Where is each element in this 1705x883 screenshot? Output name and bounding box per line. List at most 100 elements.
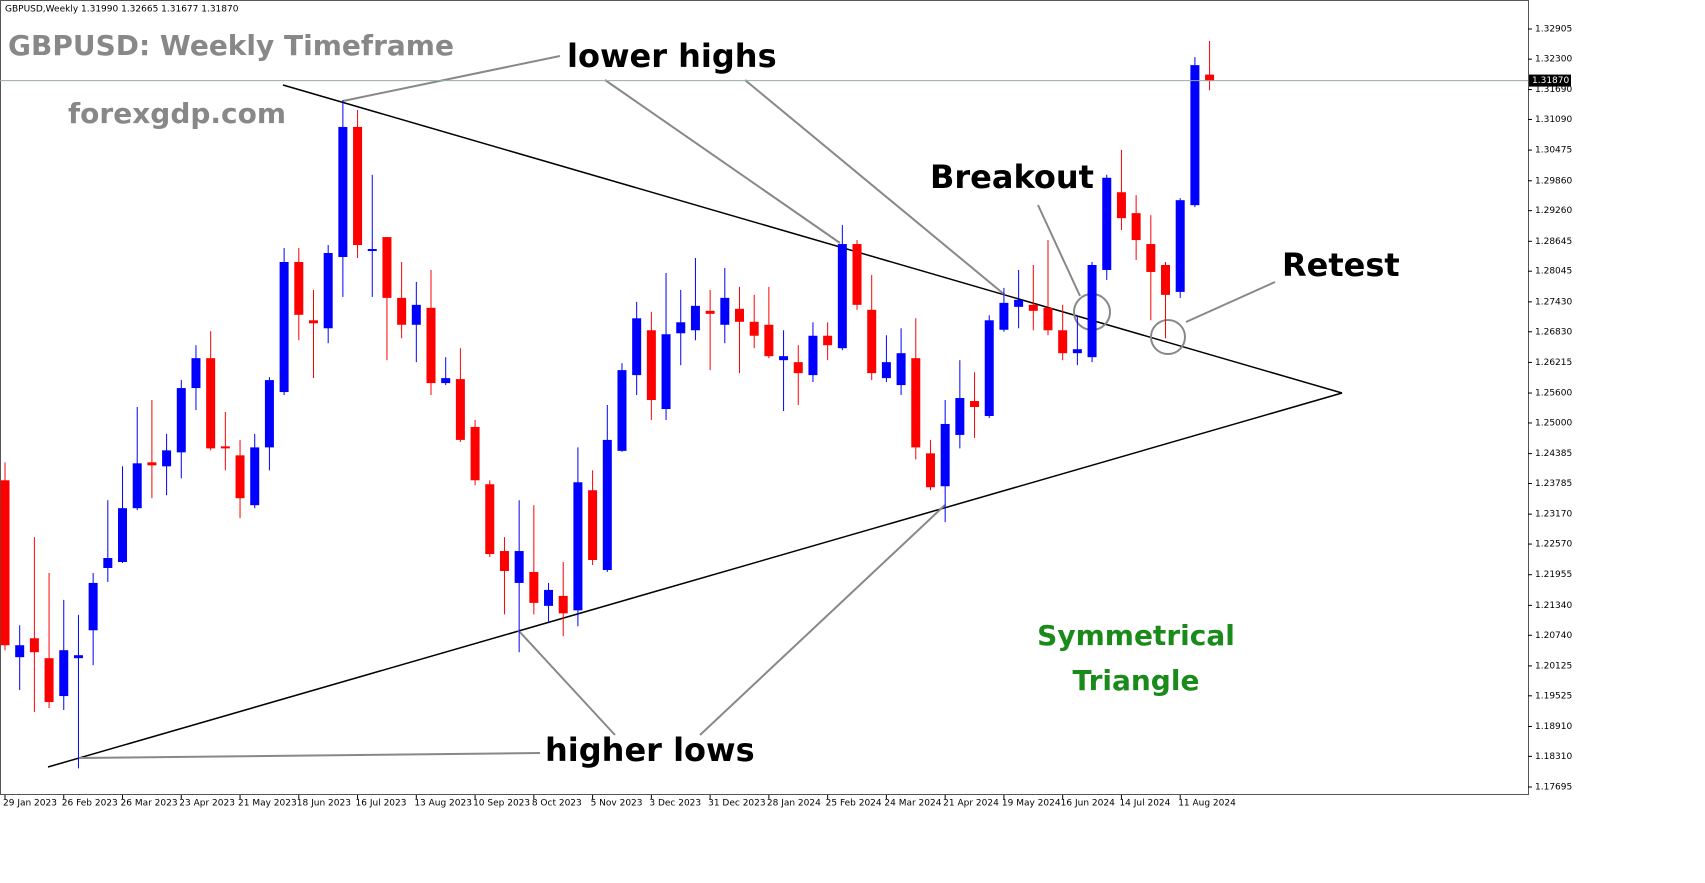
y-tick-label: 1.23170 xyxy=(1535,510,1572,520)
y-tick-label: 1.26215 xyxy=(1535,358,1572,368)
candle-body xyxy=(338,126,348,258)
candle-body xyxy=(837,244,847,349)
candle-body xyxy=(573,482,583,611)
candle-body xyxy=(735,308,744,322)
candle-body xyxy=(44,658,54,703)
y-tick-label: 1.31690 xyxy=(1535,85,1572,95)
candle-body xyxy=(1205,74,1215,81)
candle-body xyxy=(441,378,451,384)
candle-body xyxy=(646,330,656,401)
x-tick-label: 29 Jan 2023 xyxy=(3,799,57,809)
candle-body xyxy=(558,595,568,614)
candle-body xyxy=(411,304,421,325)
candle-body xyxy=(705,310,715,314)
candle-body xyxy=(353,126,363,246)
y-tick-label: 1.25600 xyxy=(1535,389,1572,399)
candle-body xyxy=(602,439,612,570)
candle-body xyxy=(206,358,216,449)
candle-body xyxy=(544,589,554,606)
candle-body xyxy=(1190,65,1200,206)
x-tick-label: 21 May 2023 xyxy=(238,799,297,809)
candle-body xyxy=(999,302,1009,330)
pattern-label: Triangle xyxy=(1073,664,1200,697)
y-tick-label: 1.25000 xyxy=(1535,418,1572,428)
candle-body xyxy=(676,322,686,334)
candle-body xyxy=(690,305,700,331)
candle-body xyxy=(0,480,10,646)
candle-body xyxy=(1131,213,1141,241)
candle-body xyxy=(1058,330,1068,354)
x-tick-label: 25 Feb 2024 xyxy=(826,799,882,809)
y-tick-label: 1.17695 xyxy=(1535,783,1572,793)
candle-body xyxy=(1146,244,1156,272)
candle-body xyxy=(749,321,759,336)
chart-title: GBPUSD: Weekly Timeframe xyxy=(8,29,454,62)
annotation: Retest xyxy=(1282,246,1400,284)
candle-body xyxy=(455,379,465,440)
y-tick-label: 1.21340 xyxy=(1535,601,1572,611)
candle-body xyxy=(911,358,921,448)
candle-body xyxy=(15,645,25,658)
candle-body xyxy=(940,423,950,487)
x-tick-label: 23 Apr 2023 xyxy=(179,799,235,809)
candle-body xyxy=(984,320,994,416)
candle-body xyxy=(485,484,495,555)
pattern-label: Symmetrical xyxy=(1037,619,1235,652)
candle-body xyxy=(514,551,524,583)
current-price-label: 1.31870 xyxy=(1532,76,1569,86)
y-tick-label: 1.24385 xyxy=(1535,449,1572,459)
x-tick-label: 28 Jan 2024 xyxy=(767,799,821,809)
candle-body xyxy=(470,426,480,481)
candle-body xyxy=(793,362,803,374)
candle-body xyxy=(867,309,877,374)
y-tick-label: 1.27430 xyxy=(1535,297,1572,307)
y-tick-label: 1.22570 xyxy=(1535,540,1572,550)
candle-body xyxy=(499,551,509,571)
current-price-box xyxy=(1529,74,1571,87)
candle-body xyxy=(235,455,245,499)
candle-body xyxy=(1072,349,1082,354)
candle-body xyxy=(588,490,598,561)
candle-body xyxy=(132,463,142,509)
y-tick-label: 1.29860 xyxy=(1535,176,1572,186)
pointer xyxy=(1037,204,1081,297)
candle-body xyxy=(308,320,318,324)
candle-body xyxy=(632,318,642,376)
x-tick-label: 5 Nov 2023 xyxy=(591,799,643,809)
candle-body xyxy=(323,253,333,329)
candle-body xyxy=(970,401,980,408)
pointer xyxy=(1185,281,1276,323)
y-tick-label: 1.31090 xyxy=(1535,115,1572,125)
candle-body xyxy=(823,335,833,346)
candle-body xyxy=(1161,264,1171,295)
candle-body xyxy=(925,453,935,488)
x-tick-label: 3 Dec 2023 xyxy=(649,799,701,809)
x-tick-label: 8 Oct 2023 xyxy=(532,799,582,809)
candle-body xyxy=(1087,264,1097,358)
candle-body xyxy=(250,447,260,506)
subtitle: forexgdp.com xyxy=(68,97,286,130)
candle-body xyxy=(779,356,789,361)
y-tick-label: 1.23785 xyxy=(1535,479,1572,489)
x-tick-label: 26 Feb 2023 xyxy=(62,799,118,809)
y-tick-label: 1.20740 xyxy=(1535,631,1572,641)
x-tick-label: 21 Apr 2024 xyxy=(943,799,999,809)
x-tick-label: 24 Mar 2024 xyxy=(884,799,941,809)
candle-body xyxy=(720,297,730,325)
candle-body xyxy=(367,249,377,252)
candle-body xyxy=(59,650,69,697)
candle-body xyxy=(397,297,407,325)
candle-body xyxy=(852,244,862,305)
candle-body xyxy=(617,370,627,451)
x-tick-label: 31 Dec 2023 xyxy=(708,799,766,809)
y-tick-label: 1.28645 xyxy=(1535,237,1572,247)
candle-body xyxy=(896,353,906,386)
x-tick-label: 16 Jun 2024 xyxy=(1061,799,1115,809)
y-tick-label: 1.21955 xyxy=(1535,570,1572,580)
candle-body xyxy=(808,335,818,376)
upper-trendline xyxy=(282,84,1343,394)
y-tick-label: 1.32300 xyxy=(1535,55,1572,65)
candle-body xyxy=(1043,307,1053,331)
